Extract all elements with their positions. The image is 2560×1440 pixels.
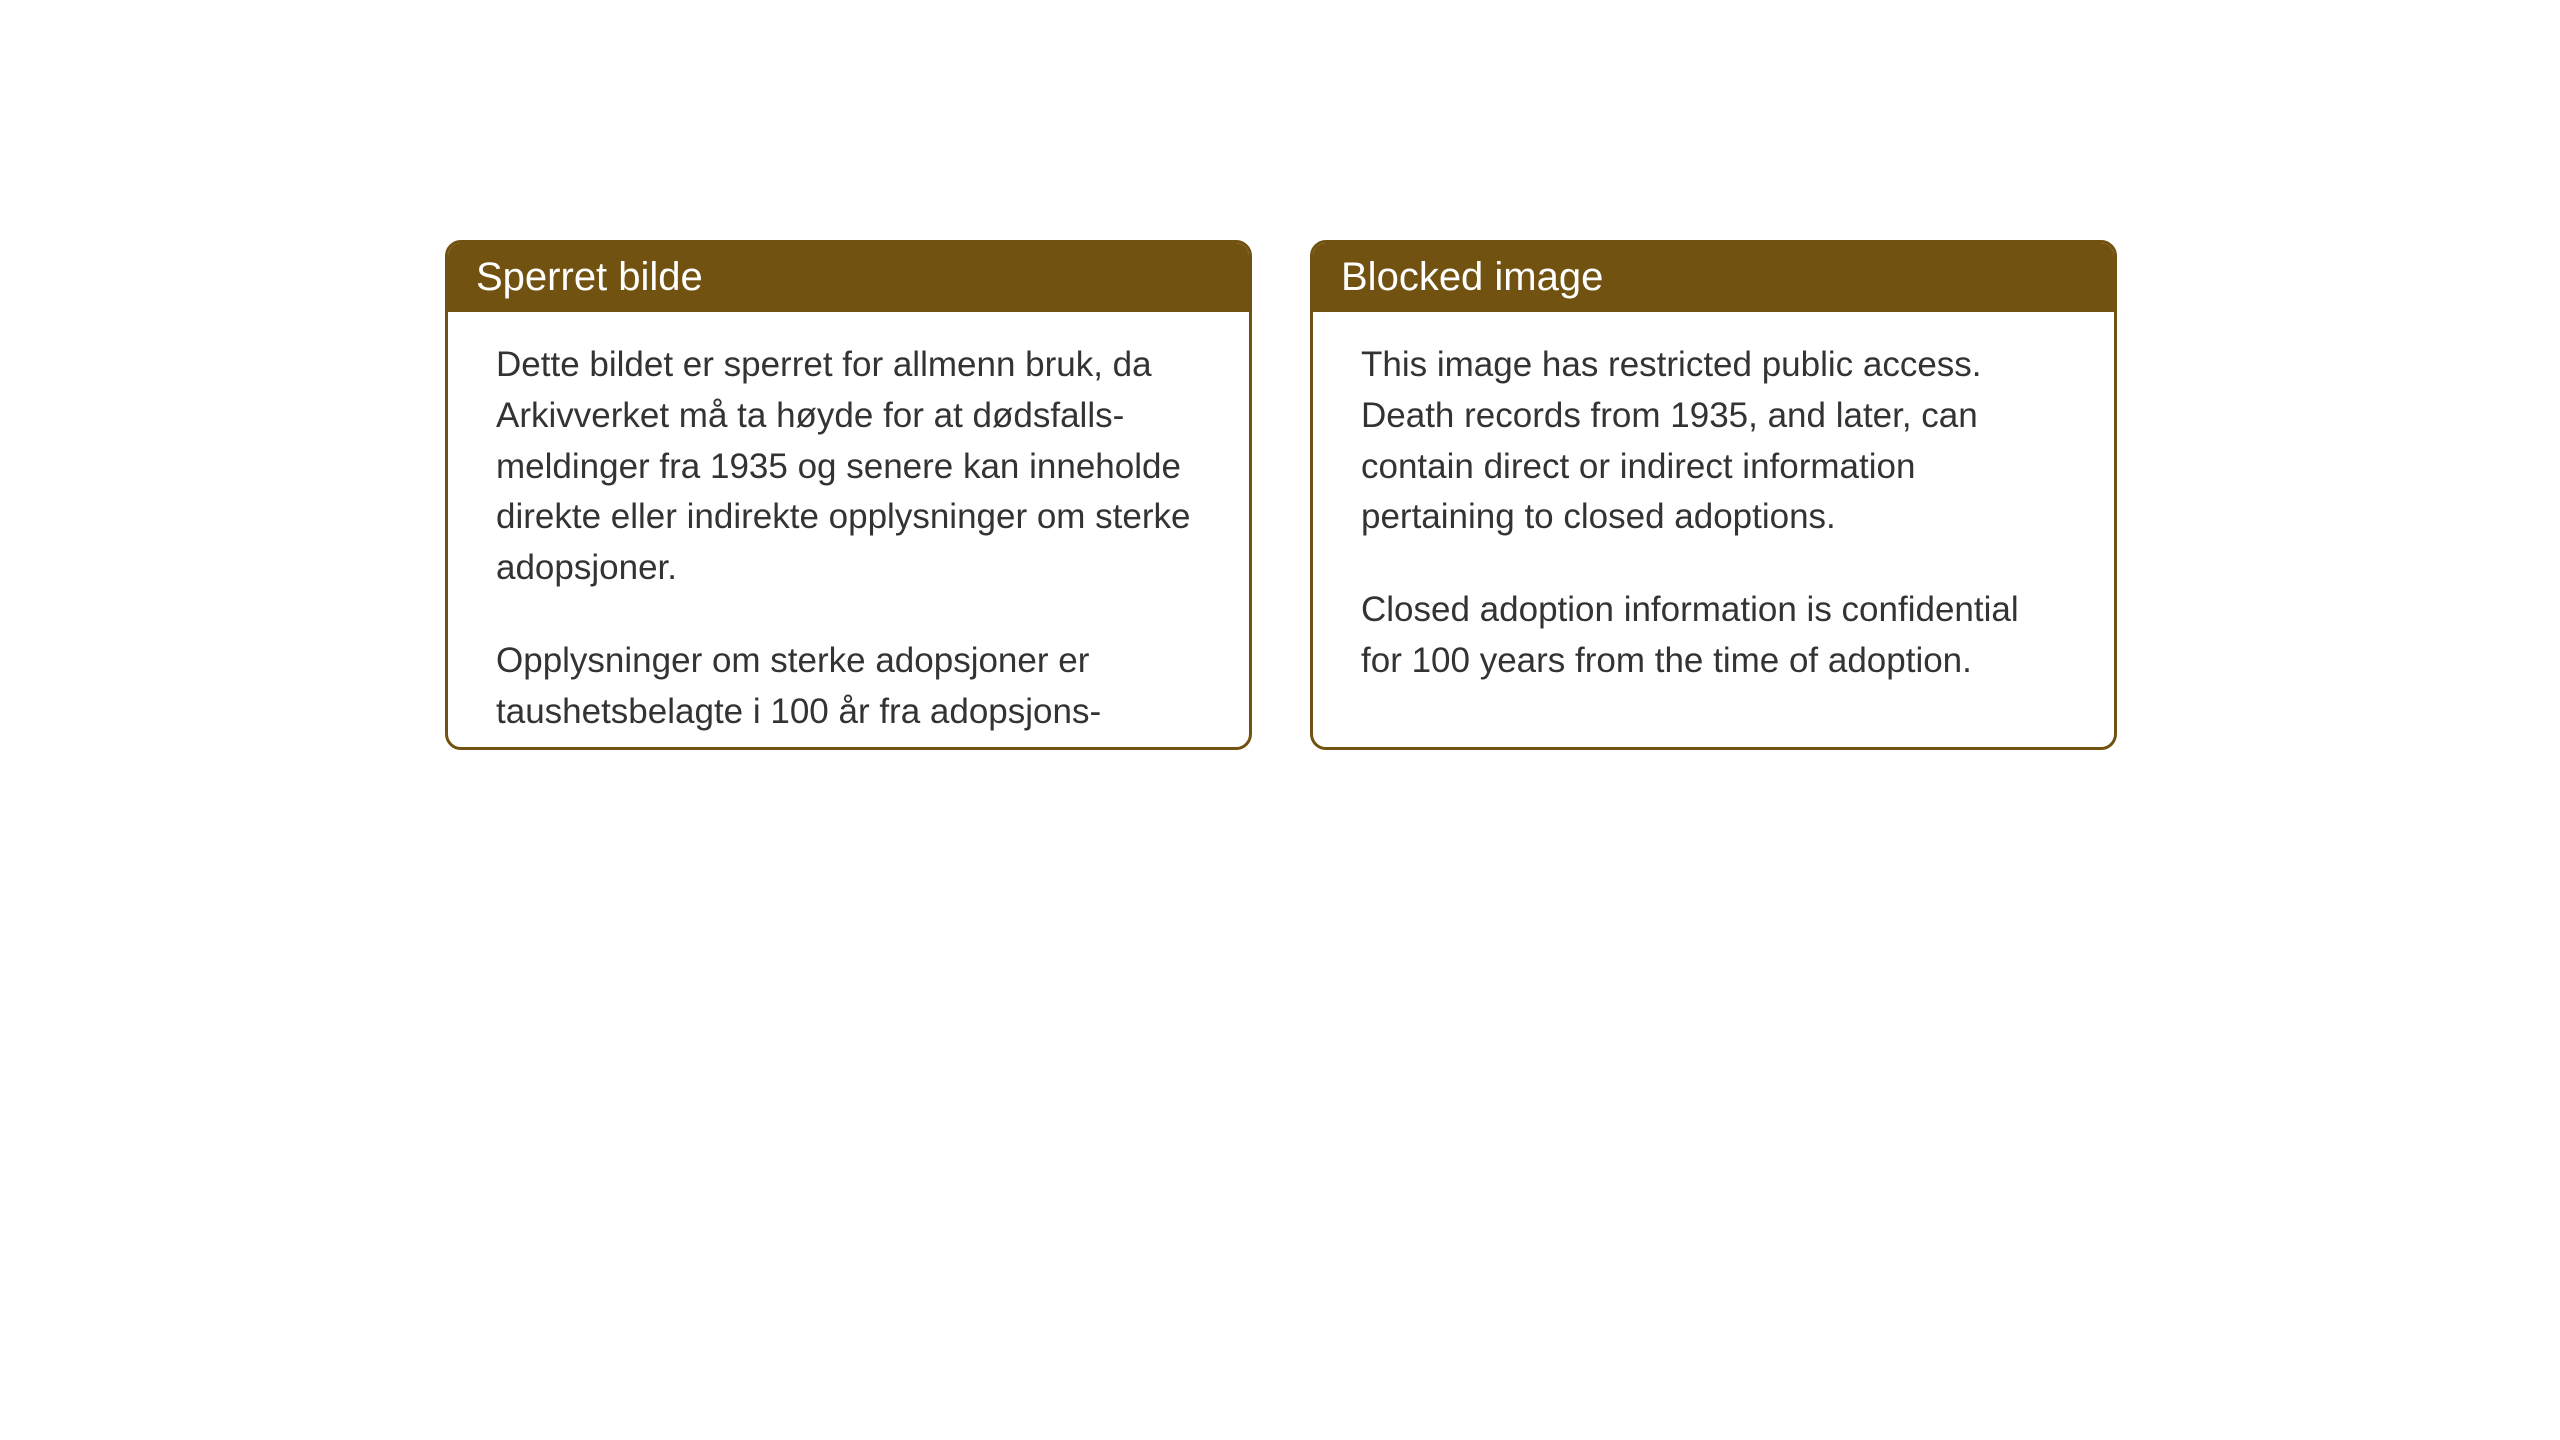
card-title-norwegian: Sperret bilde xyxy=(476,255,703,299)
card-header-norwegian: Sperret bilde xyxy=(448,243,1249,312)
card-norwegian: Sperret bilde Dette bildet er sperret fo… xyxy=(445,240,1252,750)
card-paragraph2-english: Closed adoption information is confident… xyxy=(1361,585,2066,687)
card-body-norwegian: Dette bildet er sperret for allmenn bruk… xyxy=(448,312,1249,750)
cards-container: Sperret bilde Dette bildet er sperret fo… xyxy=(445,240,2117,750)
card-paragraph1-norwegian: Dette bildet er sperret for allmenn bruk… xyxy=(496,340,1201,594)
card-paragraph2-norwegian: Opplysninger om sterke adopsjoner er tau… xyxy=(496,636,1201,750)
card-body-english: This image has restricted public access.… xyxy=(1313,312,2114,715)
card-paragraph1-english: This image has restricted public access.… xyxy=(1361,340,2066,543)
card-title-english: Blocked image xyxy=(1341,255,1603,299)
card-header-english: Blocked image xyxy=(1313,243,2114,312)
card-english: Blocked image This image has restricted … xyxy=(1310,240,2117,750)
